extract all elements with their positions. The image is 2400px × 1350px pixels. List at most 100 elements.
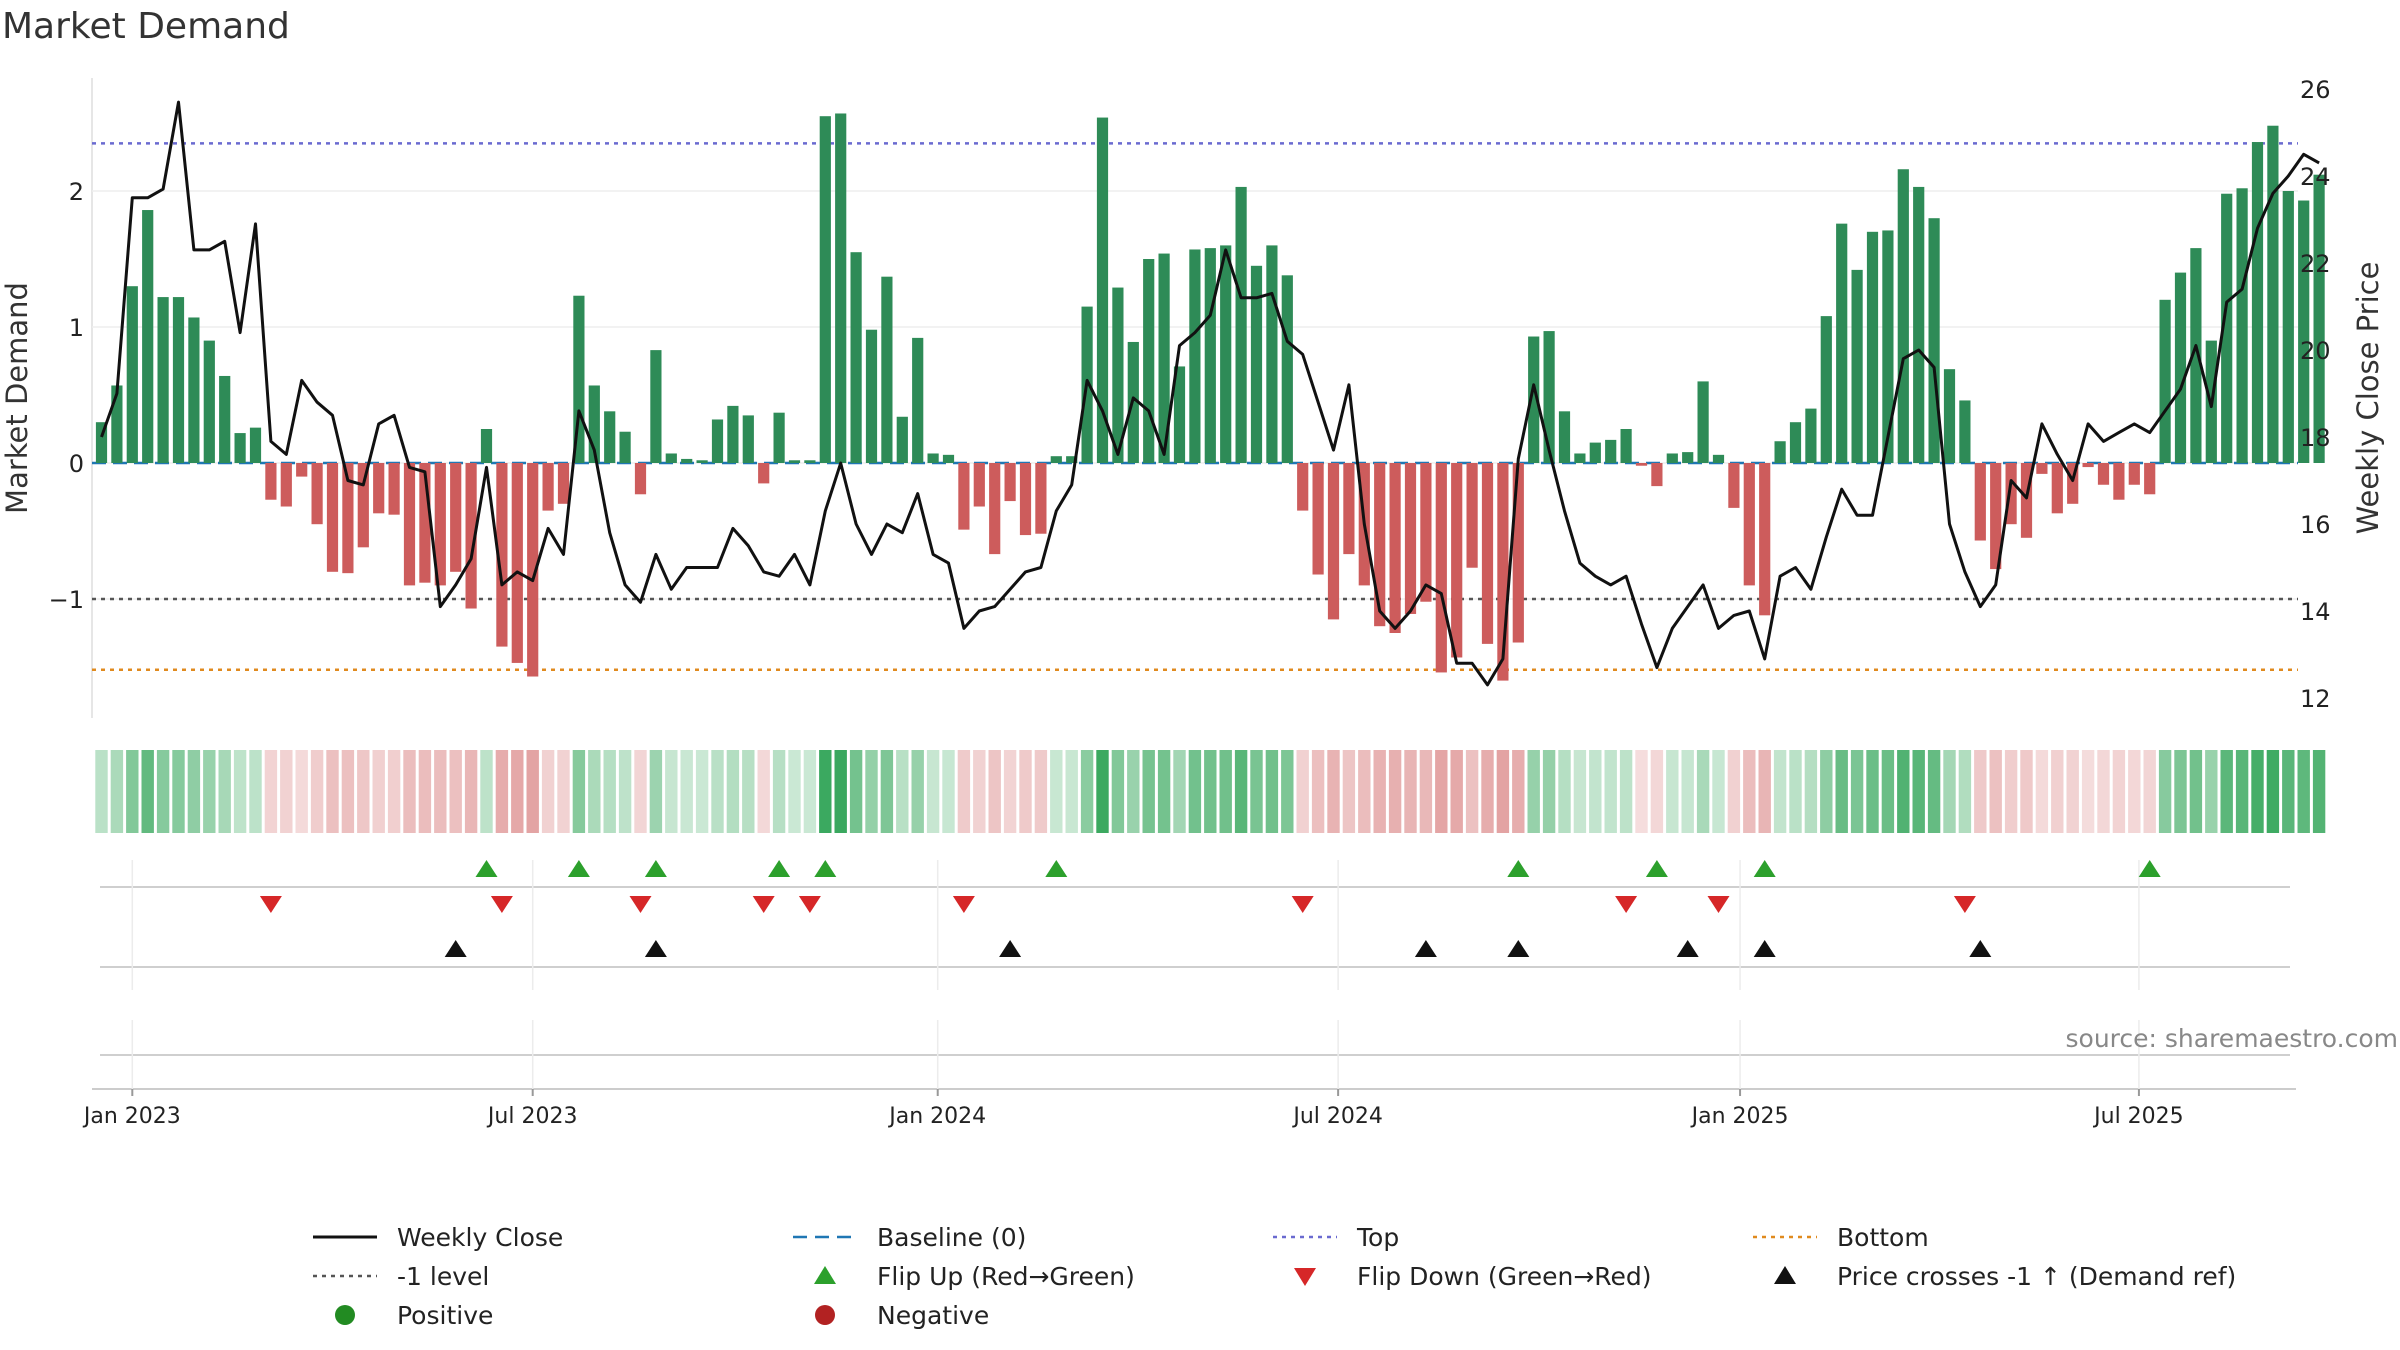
heat-cell — [1897, 750, 1910, 833]
legend-label: Flip Down (Green→Red) — [1357, 1262, 1652, 1291]
flip-up-marker — [768, 860, 791, 877]
positive-demand-bar — [850, 252, 862, 463]
heat-cell — [1573, 750, 1587, 833]
heat-cell — [1619, 750, 1633, 833]
positive-demand-bar — [819, 116, 831, 463]
flip-up-marker — [1645, 860, 1668, 877]
heat-cell — [1188, 750, 1202, 833]
positive-demand-bar — [2174, 272, 2187, 463]
heat-cell — [2189, 750, 2203, 833]
left-y-tick-label: 1 — [69, 314, 84, 342]
heat-cell — [2051, 750, 2064, 833]
positive-demand-bar — [234, 433, 246, 463]
negative-demand-bar — [1374, 463, 1386, 627]
positive-demand-bar — [742, 415, 754, 463]
positive-demand-bar — [219, 375, 231, 463]
positive-demand-bar — [1789, 422, 1802, 463]
negative-demand-bar — [973, 463, 985, 507]
price-cross-marker — [644, 940, 667, 957]
heat-cell — [849, 750, 863, 833]
positive-demand-bar — [1173, 366, 1186, 463]
negative-demand-bar — [1035, 463, 1047, 534]
positive-demand-bar — [249, 427, 262, 463]
negative-demand-bar — [2128, 463, 2140, 485]
heat-cell — [511, 750, 524, 833]
heat-cell — [233, 750, 247, 833]
flip-up-marker — [644, 860, 667, 877]
positive-demand-bar — [1866, 231, 1879, 463]
heat-cell — [1696, 750, 1710, 833]
flip-down-marker — [952, 896, 975, 913]
heat-cell — [695, 750, 709, 833]
x-tick-label: Jul 2024 — [1291, 1104, 1383, 1129]
heat-cell — [1265, 750, 1279, 833]
positive-demand-bar — [1204, 248, 1216, 463]
right-y-tick-label: 14 — [2300, 598, 2331, 626]
legend-label: -1 level — [397, 1262, 489, 1291]
negative-demand-bar — [2082, 463, 2094, 468]
negative-demand-bar — [342, 463, 354, 574]
positive-demand-bar — [2313, 174, 2325, 463]
heat-cell — [1111, 750, 1125, 833]
positive-demand-bar — [1143, 259, 1155, 463]
heat-cell — [1342, 750, 1356, 833]
positive-demand-bar — [1605, 439, 1617, 463]
flip-up-marker — [1045, 860, 1068, 877]
left-y-ticks: 2 1 0 −1 — [49, 178, 84, 614]
positive-demand-bar — [2298, 200, 2310, 463]
positive-demand-bar — [1836, 223, 1848, 463]
heat-cell — [1820, 750, 1833, 833]
positive-demand-bar — [2159, 299, 2171, 463]
heat-cell — [1465, 750, 1479, 833]
positive-demand-bar — [172, 297, 185, 463]
negative-demand-bar — [1389, 463, 1401, 633]
heat-cell — [1234, 750, 1248, 833]
heat-cell — [1542, 750, 1556, 833]
negative-demand-bar — [496, 463, 508, 647]
heat-cell — [1727, 750, 1741, 833]
heat-cell — [1789, 750, 1802, 833]
positive-demand-bar — [1574, 453, 1586, 463]
negative-demand-bar — [419, 463, 431, 583]
heat-cell — [1866, 750, 1879, 833]
legend-swatch — [815, 1305, 835, 1325]
right-y-tick-label: 26 — [2300, 76, 2331, 104]
legend-swatch — [1294, 1268, 1316, 1286]
positive-demand-bar — [1543, 331, 1555, 463]
positive-demand-bar — [696, 460, 708, 463]
positive-demand-bar — [1913, 186, 1925, 464]
heat-cell — [880, 750, 894, 833]
positive-demand-bar — [1620, 429, 1632, 463]
heat-cell — [1327, 750, 1340, 833]
legend-label: Flip Up (Red→Green) — [877, 1262, 1135, 1291]
positive-demand-bar — [1666, 453, 1678, 463]
heat-cell — [957, 750, 971, 833]
legend: Weekly Close Baseline (0) Top Bottom -1 leve… — [313, 1223, 2236, 1330]
heat-cell — [557, 750, 570, 833]
heat-cell — [1080, 750, 1094, 833]
negative-demand-bar — [1404, 463, 1417, 614]
negative-demand-bar — [1759, 463, 1771, 616]
heat-cell — [1311, 750, 1325, 833]
heat-cell — [1512, 750, 1525, 833]
positive-demand-bar — [1096, 117, 1109, 463]
positive-demand-bar — [157, 297, 169, 463]
negative-demand-bar — [1004, 463, 1016, 502]
heat-cell — [1157, 750, 1171, 833]
flip-down-marker — [1615, 896, 1638, 913]
heat-cell — [1373, 750, 1386, 833]
heat-cell — [1989, 750, 2002, 833]
heat-cell — [1558, 750, 1571, 833]
heat-cell — [2004, 750, 2018, 833]
heat-cell — [495, 750, 509, 833]
heat-cell — [618, 750, 632, 833]
positive-demand-bar — [1851, 269, 1863, 463]
heat-cell — [218, 750, 231, 833]
heat-cell — [649, 750, 663, 833]
negative-demand-bar — [2020, 463, 2033, 538]
heat-cell — [1281, 750, 1294, 833]
positive-demand-bar — [111, 385, 123, 463]
heat-cell — [757, 750, 770, 833]
positive-demand-bar — [573, 295, 585, 463]
negative-demand-bar — [2005, 463, 2017, 525]
